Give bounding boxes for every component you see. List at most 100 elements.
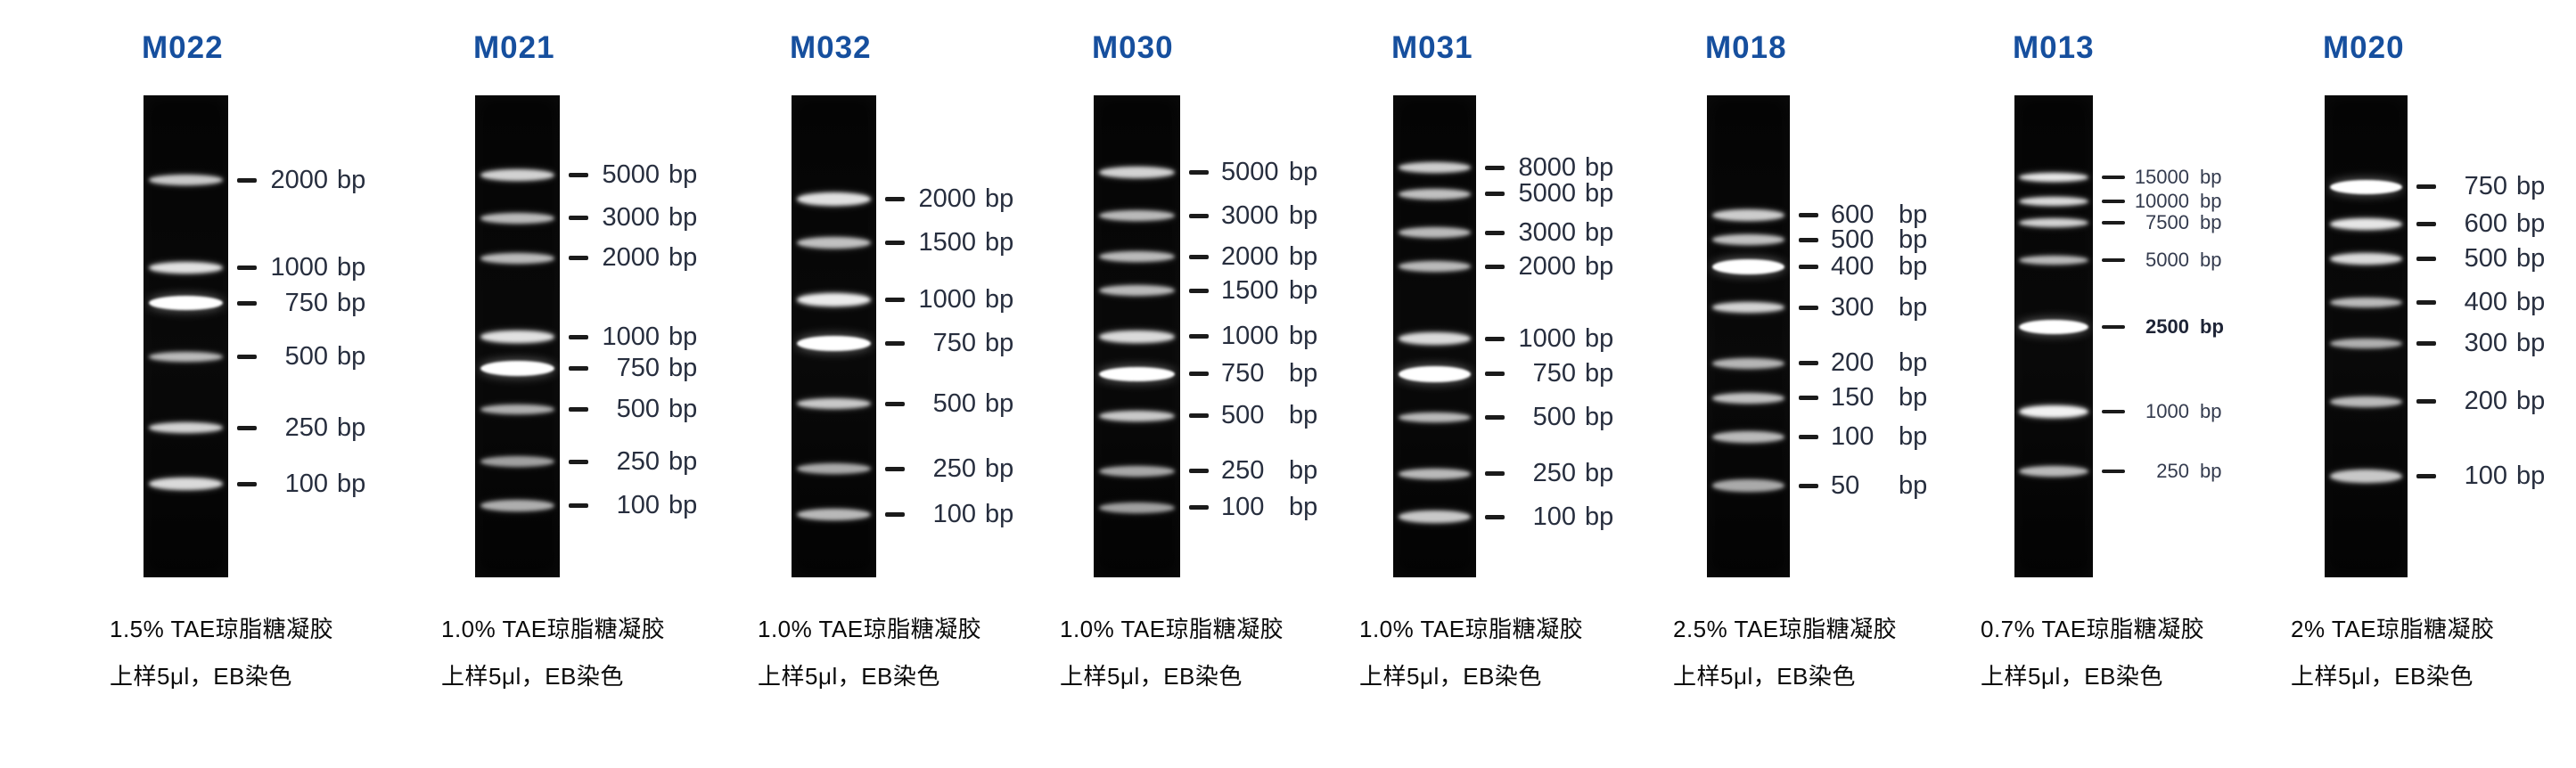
lane-title: M031	[1391, 30, 1473, 65]
band-size-unit: bp	[1289, 401, 1318, 430]
band-size-label-row: 2000 bp	[1485, 251, 1613, 282]
tick-mark-icon	[885, 298, 905, 303]
band-size-label-row: 1000 bp	[1485, 323, 1613, 354]
band-size-unit: bp	[1585, 152, 1614, 182]
tick-mark-icon	[237, 300, 257, 306]
band-size-unit: bp	[337, 469, 366, 498]
band-size-value: 400	[2464, 288, 2507, 317]
gel-band	[148, 261, 224, 274]
gel-band	[1398, 468, 1472, 479]
band-size-value: 5000	[1221, 158, 1279, 187]
tick-mark-icon	[2102, 469, 2125, 473]
tick-mark-icon	[2416, 341, 2436, 347]
band-size-unit: bp	[1289, 359, 1318, 388]
tick-mark-icon	[1799, 237, 1818, 242]
band-size-label-row: 250 bp	[569, 446, 697, 477]
band-size-unit: bp	[1899, 200, 1928, 229]
gel-band	[480, 331, 555, 344]
gel-band	[796, 398, 872, 410]
band-size-label-row: 8000 bp	[1485, 152, 1613, 183]
band-size-unit: bp	[2516, 461, 2546, 490]
band-size-value: 250	[284, 413, 328, 442]
ladder-lane: M020 750 bp 600 bp 500 bp 400 bp 300 bp 200 bp 100 bp 2…	[2289, 0, 2576, 768]
tick-mark-icon	[2416, 300, 2436, 306]
gel-band	[1098, 251, 1176, 263]
gel-band	[480, 252, 555, 264]
gel-band	[2019, 217, 2088, 227]
band-size-unit: bp	[985, 285, 1014, 315]
gel-band	[1398, 261, 1472, 273]
gel-band	[1711, 357, 1785, 369]
band-size-label-row: 1500 bp	[885, 227, 1013, 257]
gel-band	[1711, 234, 1785, 246]
tick-mark-icon	[569, 256, 588, 261]
gel-band	[796, 336, 872, 352]
gel-band	[2329, 218, 2403, 231]
gel-band	[148, 296, 224, 311]
band-size-unit: bp	[669, 353, 698, 382]
band-size-unit: bp	[2516, 209, 2546, 239]
band-size-unit: bp	[2516, 387, 2546, 416]
gel-lane-image	[1707, 95, 1790, 577]
ladder-lane: M031 8000 bp 5000 bp 3000 bp 2000 bp 1000 bp 750 bp 5…	[1358, 0, 1671, 768]
gel-band	[2329, 253, 2403, 266]
band-size-unit: bp	[2516, 288, 2546, 317]
gel-band	[1711, 430, 1785, 443]
tick-mark-icon	[1799, 361, 1818, 366]
band-size-unit: bp	[1289, 200, 1318, 230]
gel-band	[1098, 410, 1176, 421]
band-size-label-row: 1000 bp	[237, 252, 365, 282]
gel-band	[796, 192, 872, 206]
gel-band	[1098, 465, 1176, 477]
ladder-lane: M018 600 bp 500 bp 400 bp 300 bp 200 bp 150 bp 100 bp 5…	[1671, 0, 1985, 768]
tick-mark-icon	[569, 406, 588, 412]
band-size-label-row: 300 bp	[2416, 329, 2545, 359]
band-size-value: 50	[1831, 470, 1860, 500]
band-size-value: 2000	[270, 165, 328, 194]
tick-mark-icon	[2416, 222, 2436, 227]
band-size-unit: bp	[1585, 323, 1614, 353]
band-size-unit: bp	[337, 165, 366, 194]
band-size-unit: bp	[1585, 459, 1614, 488]
lane-title: M018	[1705, 30, 1787, 65]
band-size-label-row: 600 bp	[1799, 200, 1927, 230]
band-size-value: 1000	[1221, 322, 1279, 350]
band-size-label-row: 2000 bp	[237, 165, 365, 195]
loading-stain-caption: 上样5μl，EB染色	[1060, 663, 1243, 690]
band-size-value: 100	[284, 469, 328, 498]
band-size-unit: bp	[2516, 329, 2546, 358]
ladder-lane: M021 5000 bp 3000 bp 2000 bp 1000 bp 750 bp 500 bp 25…	[439, 0, 753, 768]
tick-mark-icon	[569, 459, 588, 464]
gel-condition-caption: 1.0% TAE琼脂糖凝胶	[441, 616, 666, 642]
gel-lane-image	[144, 95, 228, 577]
band-size-unit: bp	[669, 446, 698, 476]
band-size-unit: bp	[1289, 241, 1318, 271]
tick-mark-icon	[1799, 265, 1818, 270]
tick-mark-icon	[1189, 254, 1209, 259]
band-size-unit: bp	[669, 160, 698, 190]
band-size-value: 750	[1532, 359, 1576, 388]
band-size-unit: bp	[985, 184, 1014, 213]
tick-mark-icon	[1189, 334, 1209, 339]
band-size-label-row: 5000 bp	[2102, 245, 2221, 275]
band-size-unit: bp	[2200, 399, 2222, 422]
loading-stain-caption: 上样5μl，EB染色	[758, 663, 940, 690]
band-size-label-row: 100 bp	[569, 491, 697, 521]
band-size-unit: bp	[1289, 158, 1318, 187]
band-size-label-row: 500 bp	[237, 341, 365, 372]
ladder-lane: M013 15000 bp 10000 bp 7500 bp 5000 bp 2500 bp 1000…	[1979, 0, 2293, 768]
gel-band	[1398, 365, 1472, 382]
band-size-value: 2000	[1221, 241, 1279, 271]
band-size-value: 150	[1831, 383, 1875, 413]
band-size-value: 500	[1831, 225, 1875, 254]
band-size-value: 600	[1831, 200, 1875, 229]
gel-band	[480, 360, 555, 376]
tick-mark-icon	[1485, 372, 1505, 377]
band-size-label-row: 250 bp	[2102, 456, 2221, 486]
tick-mark-icon	[885, 466, 905, 471]
gel-band	[1711, 259, 1785, 275]
band-size-unit: bp	[1899, 470, 1928, 500]
band-size-unit: bp	[337, 341, 366, 371]
gel-band	[2019, 172, 2088, 182]
